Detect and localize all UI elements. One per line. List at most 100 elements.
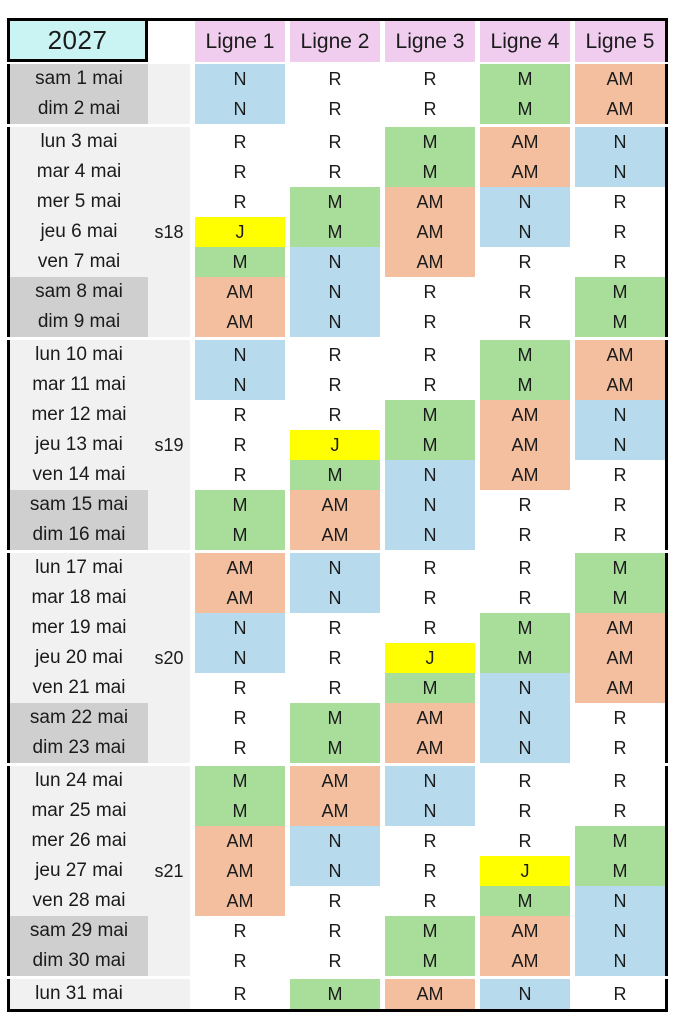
date-cell[interactable]: dim 2 mai: [10, 94, 148, 124]
column-header-ligne-4[interactable]: Ligne 4: [480, 21, 570, 62]
week-number-cell[interactable]: [148, 187, 190, 217]
shift-cell[interactable]: AM: [480, 946, 570, 976]
date-cell[interactable]: sam 29 mai: [10, 916, 148, 946]
shift-cell[interactable]: M: [290, 703, 380, 733]
date-cell[interactable]: ven 21 mai: [10, 673, 148, 703]
shift-cell[interactable]: R: [480, 583, 570, 613]
shift-cell[interactable]: M: [385, 673, 475, 703]
shift-cell[interactable]: R: [195, 127, 285, 157]
shift-cell[interactable]: N: [480, 733, 570, 763]
shift-cell[interactable]: R: [480, 277, 570, 307]
shift-cell[interactable]: N: [575, 400, 665, 430]
shift-cell[interactable]: M: [385, 430, 475, 460]
shift-cell[interactable]: N: [195, 370, 285, 400]
shift-cell[interactable]: N: [290, 553, 380, 583]
shift-cell[interactable]: N: [575, 886, 665, 916]
shift-cell[interactable]: R: [575, 520, 665, 550]
date-cell[interactable]: mar 4 mai: [10, 157, 148, 187]
week-number-cell[interactable]: [148, 277, 190, 307]
shift-cell[interactable]: R: [290, 157, 380, 187]
shift-cell[interactable]: R: [290, 916, 380, 946]
week-number-cell[interactable]: [148, 886, 190, 916]
shift-cell[interactable]: R: [385, 307, 475, 337]
shift-cell[interactable]: R: [195, 946, 285, 976]
shift-cell[interactable]: AM: [480, 400, 570, 430]
shift-cell[interactable]: AM: [195, 583, 285, 613]
shift-cell[interactable]: R: [480, 826, 570, 856]
shift-cell[interactable]: R: [195, 187, 285, 217]
week-number-cell[interactable]: [148, 127, 190, 157]
date-cell[interactable]: lun 10 mai: [10, 340, 148, 370]
week-number-cell[interactable]: [148, 520, 190, 550]
shift-cell[interactable]: R: [195, 460, 285, 490]
shift-cell[interactable]: N: [385, 766, 475, 796]
shift-cell[interactable]: M: [575, 307, 665, 337]
shift-cell[interactable]: M: [480, 94, 570, 124]
shift-cell[interactable]: N: [480, 217, 570, 247]
shift-cell[interactable]: N: [480, 703, 570, 733]
week-number-cell[interactable]: [148, 460, 190, 490]
date-cell[interactable]: mar 18 mai: [10, 583, 148, 613]
shift-cell[interactable]: AM: [385, 703, 475, 733]
shift-cell[interactable]: R: [290, 127, 380, 157]
shift-cell[interactable]: M: [480, 643, 570, 673]
shift-cell[interactable]: M: [480, 64, 570, 94]
shift-cell[interactable]: J: [290, 430, 380, 460]
shift-cell[interactable]: AM: [195, 553, 285, 583]
shift-cell[interactable]: M: [195, 796, 285, 826]
week-number-cell[interactable]: [148, 247, 190, 277]
date-cell[interactable]: mar 11 mai: [10, 370, 148, 400]
shift-cell[interactable]: AM: [480, 430, 570, 460]
shift-cell[interactable]: N: [575, 916, 665, 946]
date-cell[interactable]: mer 5 mai: [10, 187, 148, 217]
shift-cell[interactable]: M: [480, 886, 570, 916]
year-cell[interactable]: 2027: [10, 21, 148, 62]
shift-cell[interactable]: R: [575, 217, 665, 247]
shift-cell[interactable]: M: [290, 979, 380, 1009]
week-number-cell[interactable]: [148, 94, 190, 124]
shift-cell[interactable]: AM: [575, 340, 665, 370]
date-cell[interactable]: dim 30 mai: [10, 946, 148, 976]
date-cell[interactable]: lun 31 mai: [10, 979, 148, 1009]
shift-cell[interactable]: AM: [290, 766, 380, 796]
shift-cell[interactable]: N: [480, 187, 570, 217]
shift-cell[interactable]: N: [195, 340, 285, 370]
shift-cell[interactable]: AM: [385, 217, 475, 247]
shift-cell[interactable]: R: [480, 490, 570, 520]
week-number-cell[interactable]: [148, 979, 190, 1009]
shift-cell[interactable]: R: [290, 94, 380, 124]
shift-cell[interactable]: M: [480, 613, 570, 643]
shift-cell[interactable]: AM: [290, 490, 380, 520]
shift-cell[interactable]: AM: [195, 277, 285, 307]
date-cell[interactable]: jeu 20 mai: [10, 643, 148, 673]
week-number-cell[interactable]: s20: [148, 643, 190, 673]
shift-cell[interactable]: R: [575, 460, 665, 490]
shift-cell[interactable]: N: [195, 643, 285, 673]
shift-cell[interactable]: R: [575, 703, 665, 733]
shift-cell[interactable]: N: [385, 460, 475, 490]
shift-cell[interactable]: M: [195, 520, 285, 550]
week-number-cell[interactable]: [148, 490, 190, 520]
date-cell[interactable]: mer 19 mai: [10, 613, 148, 643]
shift-cell[interactable]: M: [385, 157, 475, 187]
date-cell[interactable]: sam 1 mai: [10, 64, 148, 94]
shift-cell[interactable]: R: [195, 400, 285, 430]
date-cell[interactable]: sam 15 mai: [10, 490, 148, 520]
shift-cell[interactable]: M: [290, 733, 380, 763]
shift-cell[interactable]: R: [290, 886, 380, 916]
shift-cell[interactable]: R: [385, 340, 475, 370]
date-cell[interactable]: lun 17 mai: [10, 553, 148, 583]
date-cell[interactable]: mer 12 mai: [10, 400, 148, 430]
shift-cell[interactable]: R: [575, 979, 665, 1009]
shift-cell[interactable]: R: [290, 340, 380, 370]
shift-cell[interactable]: M: [480, 370, 570, 400]
shift-cell[interactable]: M: [385, 916, 475, 946]
week-number-cell[interactable]: [148, 733, 190, 763]
date-cell[interactable]: sam 22 mai: [10, 703, 148, 733]
date-cell[interactable]: jeu 6 mai: [10, 217, 148, 247]
shift-cell[interactable]: N: [575, 946, 665, 976]
date-cell[interactable]: dim 23 mai: [10, 733, 148, 763]
date-cell[interactable]: lun 24 mai: [10, 766, 148, 796]
shift-cell[interactable]: M: [290, 187, 380, 217]
date-cell[interactable]: dim 16 mai: [10, 520, 148, 550]
